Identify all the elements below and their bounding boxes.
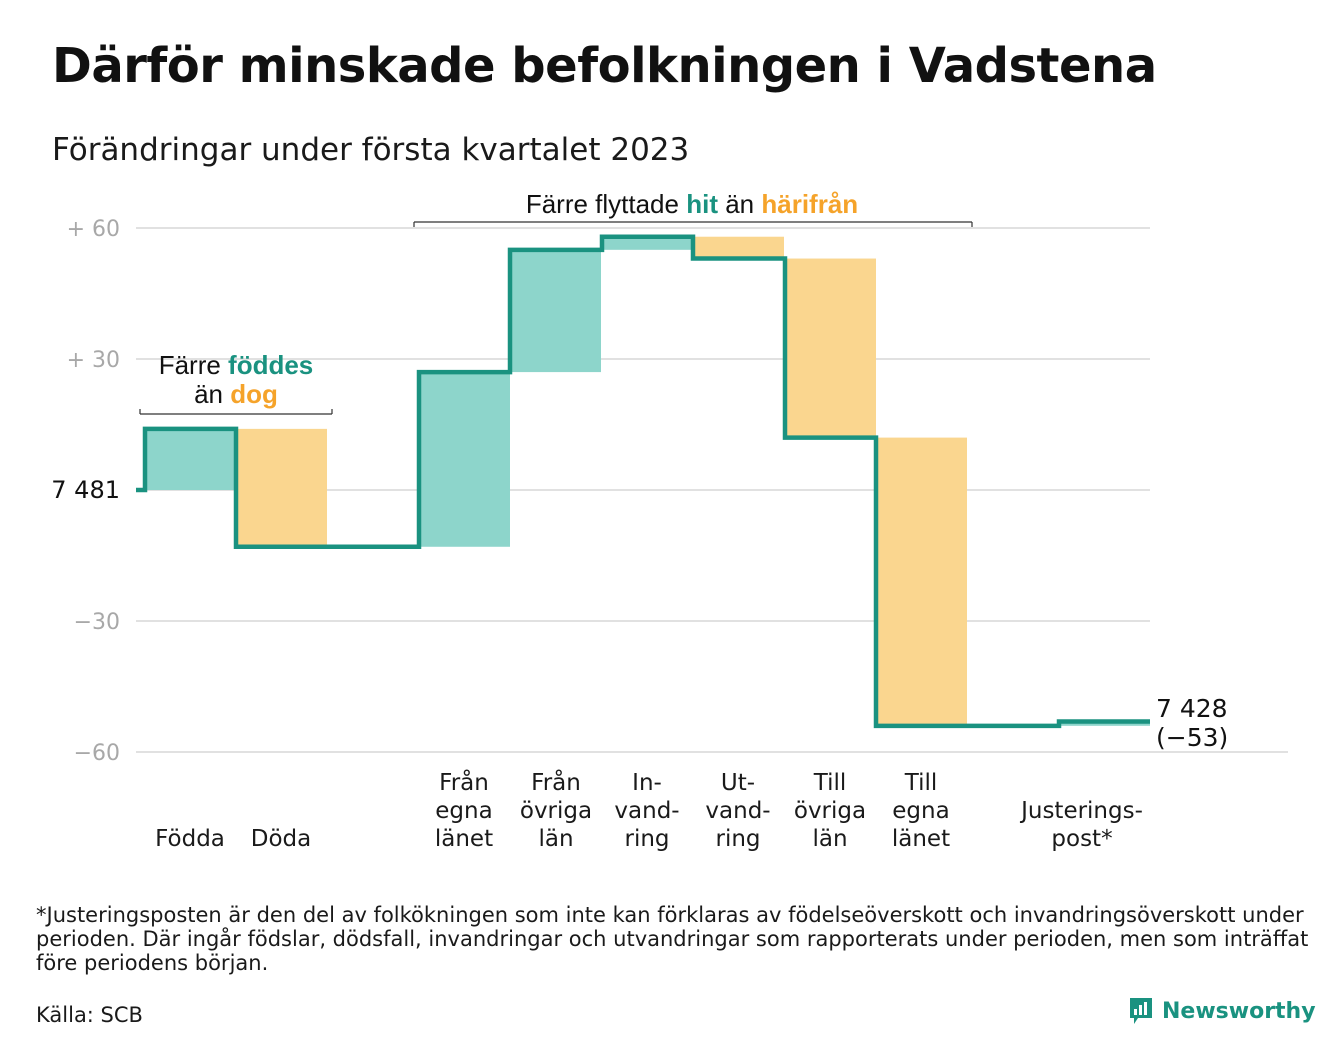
bar — [236, 428, 327, 547]
y-tick-label: −30 — [74, 610, 120, 635]
x-category-label: län — [812, 826, 847, 852]
bar — [602, 236, 693, 250]
x-category-label: egna — [892, 798, 949, 824]
brand-name: Newsworthy — [1162, 998, 1316, 1024]
source-label: Källa: SCB — [36, 1003, 143, 1027]
x-category-label: Till — [813, 770, 847, 796]
x-category-label: In- — [632, 770, 662, 796]
bar — [510, 249, 601, 373]
bar — [785, 258, 876, 438]
annotation-born-line2: än dog — [194, 379, 278, 409]
bar — [145, 428, 236, 490]
x-category-label: vand- — [705, 798, 770, 824]
x-category-label: län — [538, 826, 573, 852]
y-tick-label: + 30 — [67, 348, 120, 373]
x-category-label: ring — [715, 826, 760, 852]
x-category-label: Från — [531, 768, 581, 796]
x-category-label: Justerings- — [1019, 798, 1143, 824]
bar — [693, 236, 784, 259]
x-category-label: övriga — [520, 798, 592, 824]
x-category-label: egna — [435, 798, 492, 824]
start-value-label: 7 481 — [51, 476, 120, 504]
x-category-label: övriga — [794, 798, 866, 824]
x-category-label: länet — [435, 826, 493, 852]
x-category-label: Till — [904, 770, 938, 796]
end-change-label: (−53) — [1156, 723, 1228, 752]
brand-logo: Newsworthy — [1128, 996, 1316, 1026]
annotation-moved: Färre flyttade hit än härifrån — [526, 189, 858, 219]
x-category-label: länet — [892, 826, 950, 852]
x-category-label: Födda — [155, 826, 225, 852]
bar — [419, 372, 510, 547]
chart-title: Därför minskade befolkningen i Vadstena — [52, 38, 1157, 94]
footnote: *Justeringsposten är den del av folkökni… — [36, 903, 1309, 975]
x-category-label: post* — [1051, 826, 1112, 852]
x-category-label: Döda — [251, 826, 311, 852]
x-category-label: Från — [439, 768, 489, 796]
end-value-label: 7 428 — [1156, 694, 1228, 723]
bar — [876, 437, 967, 726]
x-category-label: Ut- — [721, 770, 755, 796]
newsworthy-logo-icon — [1130, 998, 1152, 1024]
x-category-label: ring — [624, 826, 669, 852]
y-tick-label: −60 — [74, 741, 120, 766]
x-category-label: vand- — [614, 798, 679, 824]
annotation-born-line1: Färre föddes — [159, 350, 314, 380]
step-line — [136, 234, 1150, 729]
chart-subtitle: Förändringar under första kvartalet 2023 — [52, 132, 690, 168]
y-tick-label: + 60 — [67, 217, 120, 242]
